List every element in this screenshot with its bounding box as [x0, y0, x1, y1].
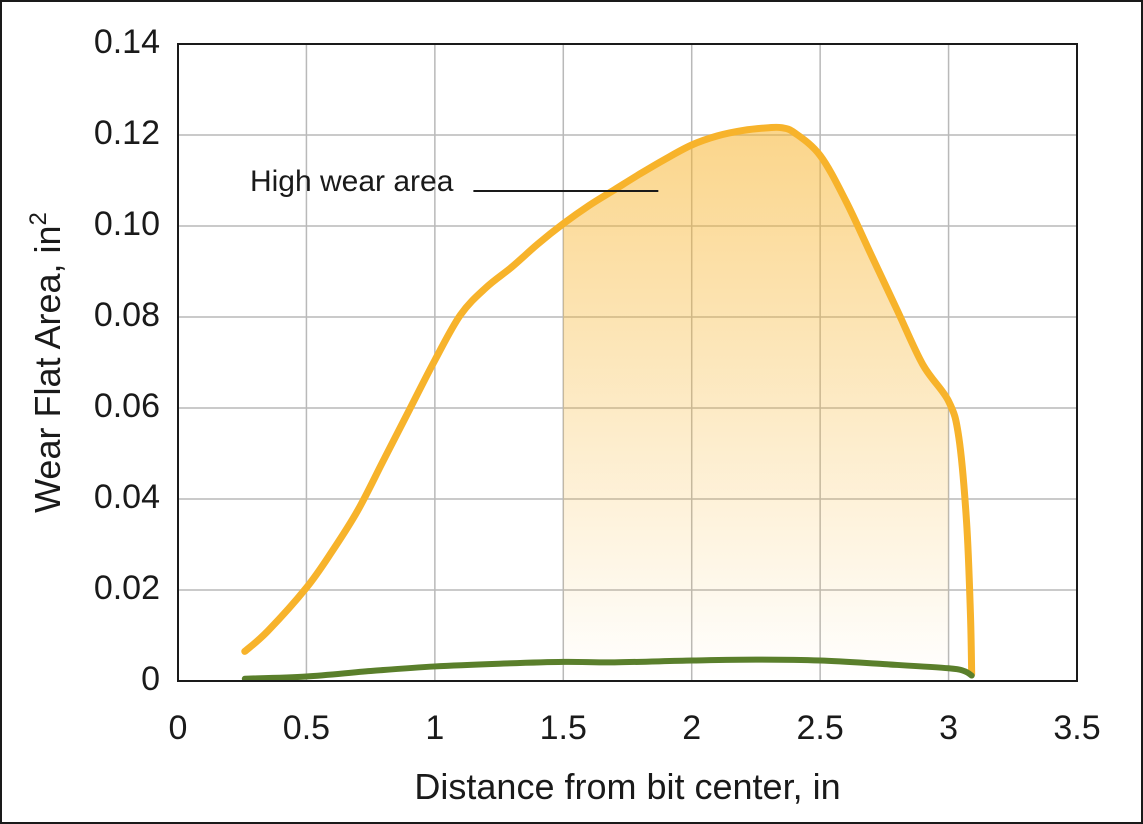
- high-wear-area-fill: [563, 127, 949, 681]
- series: [241, 123, 976, 682]
- x-tick-label: 1: [425, 709, 444, 747]
- annotation: High wear area: [250, 165, 659, 198]
- y-axis-title-main: Wear Flat Area, in: [27, 225, 68, 512]
- y-tick-label: 0.06: [94, 387, 160, 425]
- plot-border: [177, 43, 1078, 682]
- x-tick-label: 2: [682, 709, 701, 747]
- y-tick-label: 0: [141, 660, 160, 698]
- series-line-1: [241, 123, 976, 678]
- y-tick-labels: 0 0.02 0.04 0.06 0.08 0.10 0.12 0.14: [94, 23, 160, 698]
- y-tick-label: 0.12: [94, 114, 160, 152]
- x-tick-label: 2.5: [797, 709, 844, 747]
- x-tick-label: 3.5: [1053, 709, 1100, 747]
- y-axis-title-superscript: 2: [25, 212, 52, 225]
- x-axis-title: Distance from bit center, in: [414, 766, 840, 807]
- high-wear-label: High wear area: [250, 165, 454, 198]
- x-tick-label: 3: [939, 709, 958, 747]
- series-line-2: [241, 656, 975, 682]
- high-wear-highlight: [563, 127, 949, 681]
- x-tick-label: 0.5: [283, 709, 330, 747]
- y-tick-label: 0.08: [94, 296, 160, 334]
- x-tick-labels: 0 0.5 1 1.5 2 2.5 3 3.5: [169, 709, 1101, 747]
- x-tick-label: 1.5: [540, 709, 587, 747]
- y-tick-label: 0.14: [94, 23, 160, 61]
- x-tick-label: 0: [169, 709, 188, 747]
- y-tick-label: 0.04: [94, 478, 160, 516]
- y-tick-label: 0.02: [94, 569, 160, 607]
- y-axis-title: Wear Flat Area, in2: [25, 212, 68, 513]
- y-tick-label: 0.10: [94, 205, 160, 243]
